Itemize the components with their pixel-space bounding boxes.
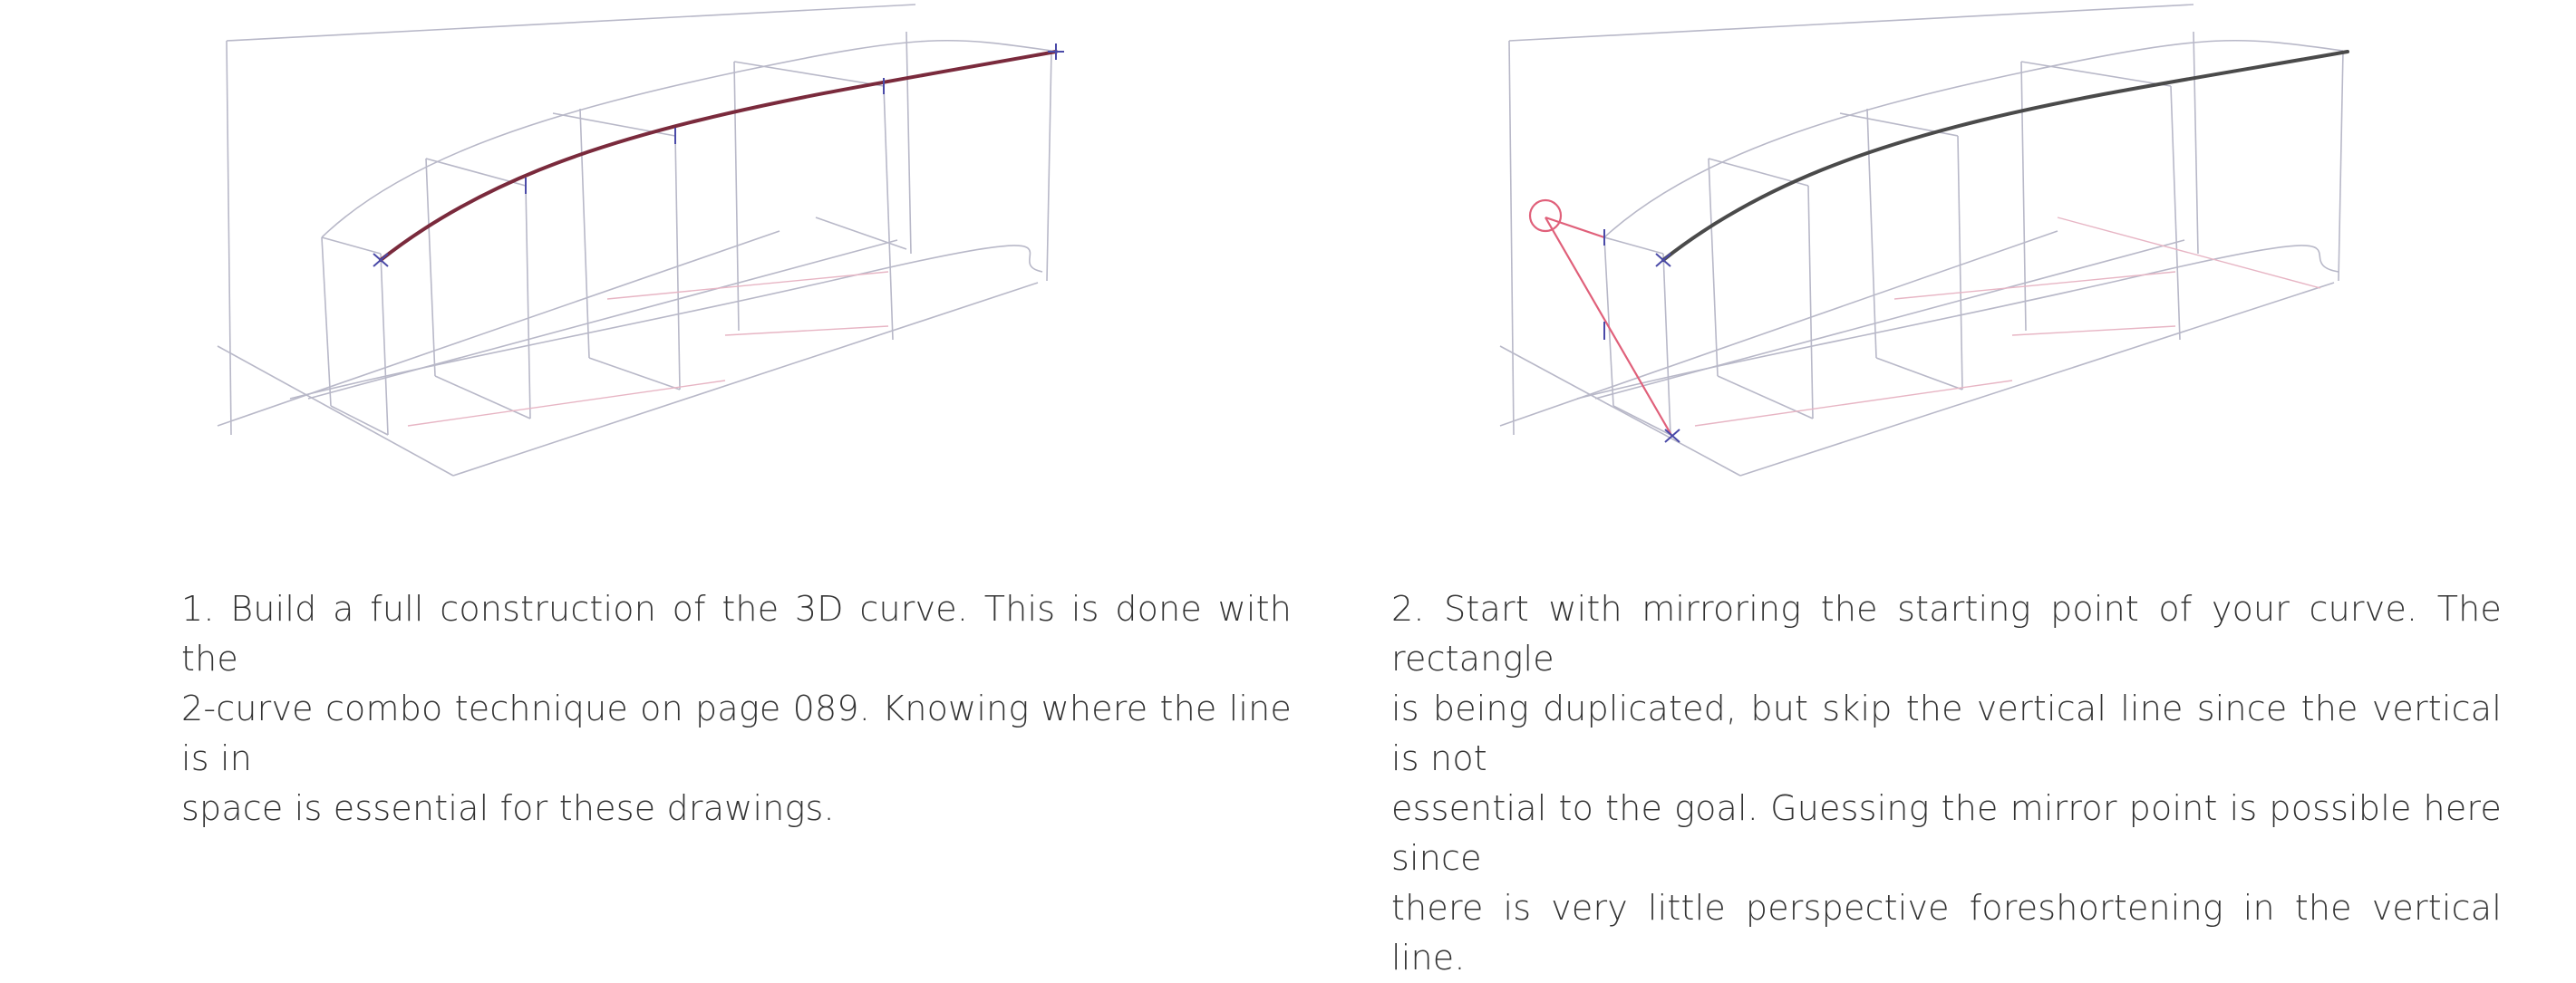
construction-drawing-step-1	[181, 0, 1088, 507]
step-2-line-2: is being duplicated, but skip the vertic…	[1391, 689, 2502, 778]
step-1-line-2: 2-curve combo technique on page 089. Kno…	[181, 689, 1292, 778]
step-2-line-1: 2. Start with mirroring the starting poi…	[1391, 589, 2502, 679]
step-2-caption: 2. Start with mirroring the starting poi…	[1391, 584, 2502, 983]
construction-sketch-2	[1499, 4, 2349, 477]
step-1-line-1: 1. Build a full construction of the 3D c…	[181, 589, 1292, 679]
step-2-line-3: essential to the goal. Guessing the mirr…	[1391, 788, 2502, 878]
step-2-line-4: there is very little perspective foresho…	[1391, 888, 2502, 978]
step-1-caption: 1. Build a full construction of the 3D c…	[181, 584, 1292, 834]
construction-drawing-step-2	[1468, 0, 2375, 507]
step-1-line-3: space is essential for these drawings.	[181, 788, 835, 828]
construction-sketch-1	[217, 4, 1064, 477]
